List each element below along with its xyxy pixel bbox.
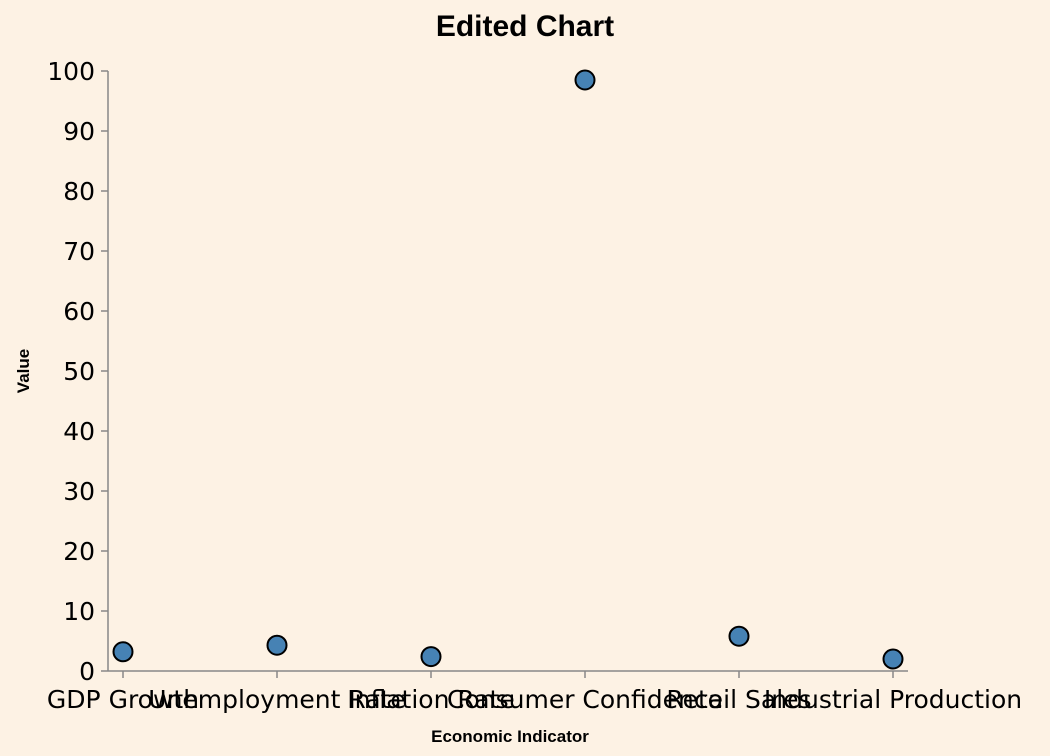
data-point[interactable] (420, 646, 442, 668)
x-tick-label: GDP Growth (47, 685, 199, 714)
data-point[interactable] (728, 625, 750, 647)
data-point[interactable] (574, 69, 596, 91)
y-tick-label: 70 (63, 237, 95, 266)
y-axis-ticks: 0 10 20 30 40 50 60 70 80 90 100 (47, 57, 108, 686)
y-tick-label: 80 (63, 177, 95, 206)
data-point[interactable] (266, 634, 288, 656)
data-point[interactable] (882, 648, 904, 670)
x-tick-label: Industrial Production (764, 685, 1022, 714)
data-point[interactable] (112, 641, 134, 663)
x-tick-label: Inflation Rate (347, 685, 514, 714)
y-tick-label: 10 (63, 597, 95, 626)
y-tick-label: 20 (63, 537, 95, 566)
x-tick-label: Consumer Confidence (447, 685, 723, 714)
x-tick-label: Unemployment Rate (148, 685, 405, 714)
y-tick-label: 90 (63, 117, 95, 146)
y-tick-label: 50 (63, 357, 95, 386)
x-tick-label: Retail Sales (666, 685, 811, 714)
y-tick-label: 40 (63, 417, 95, 446)
y-tick-label: 30 (63, 477, 95, 506)
x-axis-title: Economic Indicator (431, 727, 589, 746)
y-tick-label: 0 (79, 657, 95, 686)
data-points (112, 69, 904, 670)
y-tick-label: 60 (63, 297, 95, 326)
y-axis-title: Value (14, 349, 33, 393)
chart-title: Edited Chart (436, 10, 614, 43)
y-tick-label: 100 (47, 57, 95, 86)
